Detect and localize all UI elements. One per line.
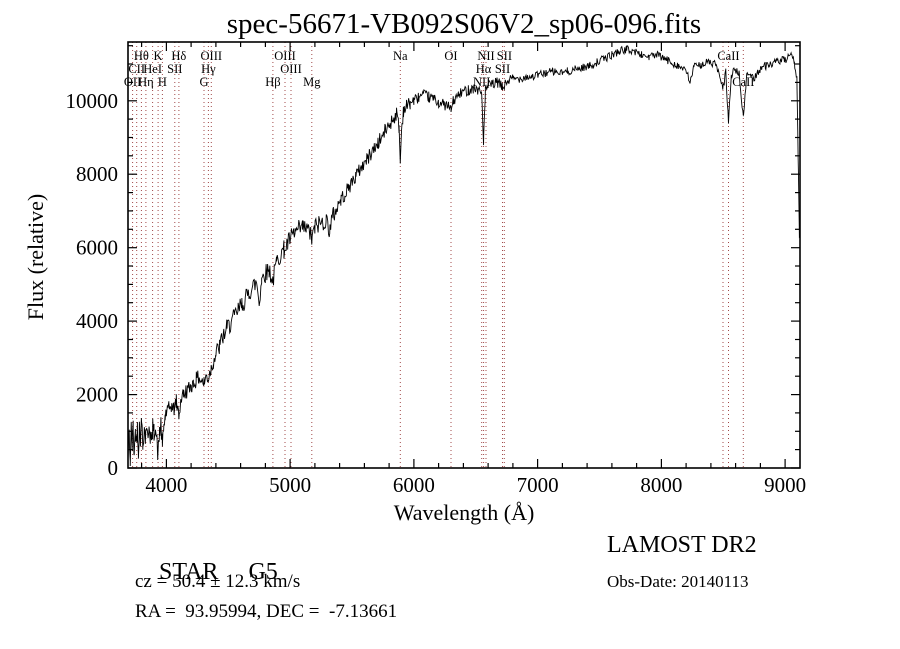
object-class: STAR (159, 559, 219, 585)
spectral-line-label: SII (495, 62, 510, 76)
y-tick-label: 0 (108, 456, 119, 480)
object-subclass: G5 (248, 559, 278, 585)
x-tick-label: 7000 (517, 473, 559, 497)
x-tick-label: 9000 (764, 473, 806, 497)
spectral-line-label: Hδ (171, 49, 186, 63)
survey-release-text: LAMOST DR2 (607, 532, 757, 558)
x-tick-label: 5000 (269, 473, 311, 497)
x-axis-label: Wavelength (Å) (393, 500, 535, 525)
plot-frame (127, 41, 801, 469)
x-tick-label: 8000 (640, 473, 682, 497)
y-tick-label: 8000 (76, 162, 118, 186)
y-tick-label: 4000 (76, 309, 118, 333)
y-tick-label: 10000 (66, 89, 119, 113)
spectral-line-label: K (154, 49, 163, 63)
spectral-line-label: Hα (476, 62, 492, 76)
plot-title: spec-56671-VB092S06V2_sp06-096.fits (226, 8, 702, 40)
spectral-line-label: NII (477, 49, 494, 63)
spectral-line-label: Hη (138, 75, 154, 89)
spectral-line-label: OIII (274, 49, 296, 63)
obs-date-text: Obs-Date: 20140113 (607, 572, 749, 591)
redshift-velocity-text: cz = 50.4 ± 12.3 km/s (135, 571, 301, 592)
spectral-line-label: OIII (280, 62, 302, 76)
spectral-line-label: SII (167, 62, 182, 76)
spectral-line-label: H (158, 75, 167, 89)
spectral-line-label: Hβ (265, 75, 280, 89)
spectral-line-label: CaII (732, 75, 754, 89)
spectral-line-label: OIII (201, 49, 223, 63)
spectral-line-label: OI (444, 49, 457, 63)
spectral-line-label: CaII (717, 49, 739, 63)
y-tick-label: 2000 (76, 383, 118, 407)
spectral-line-label: Mg (303, 75, 321, 89)
spectral-line-label: G (199, 75, 208, 89)
spectral-line-label: SII (497, 49, 512, 63)
spectral-line-label: Hθ (134, 49, 149, 63)
spectral-line-label: CII (128, 62, 145, 76)
x-tick-label: 6000 (393, 473, 435, 497)
spectral-line-label: HeI (143, 62, 162, 76)
coordinates-text: RA = 93.95994, DEC = -7.13661 (135, 601, 398, 622)
spectral-line-label: Na (393, 49, 408, 63)
classification-text: STAR G5 (135, 532, 278, 613)
spectral-line-label: NII (473, 75, 490, 89)
spectral-line-label: Hγ (201, 62, 216, 76)
x-tick-label: 4000 (145, 473, 187, 497)
y-tick-label: 6000 (76, 236, 118, 260)
spectral-line-label: OII (124, 75, 141, 89)
spectrum-curve (127, 45, 801, 467)
